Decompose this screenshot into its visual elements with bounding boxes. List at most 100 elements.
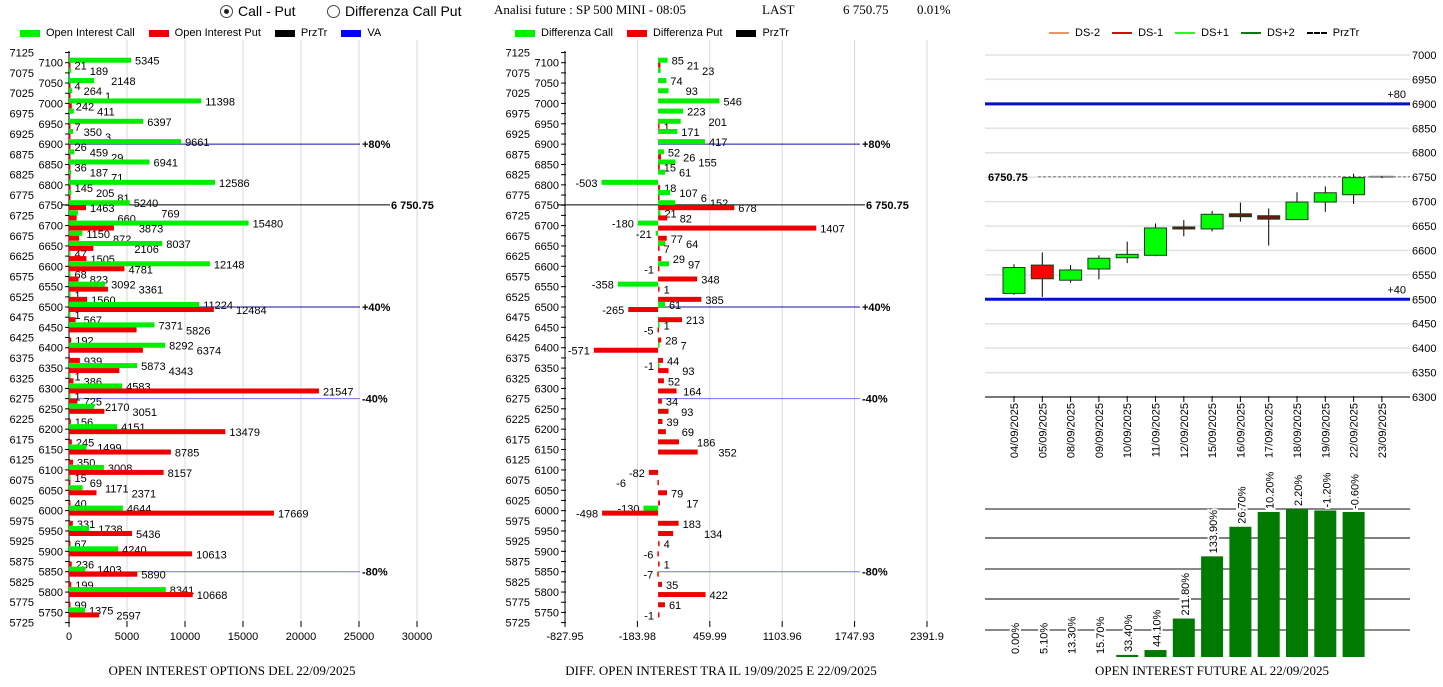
y-tick-label: 6850 [39,160,63,172]
y-tick-label: 6500 [535,302,559,314]
put-bar [69,571,138,577]
put-bar-label: 164 [683,386,701,398]
y-tick-label: 6000 [39,506,63,518]
call-bar-label: 1 [75,290,81,302]
x-tick-label: 2391.9 [910,631,944,643]
put-bar [69,184,71,190]
y-tick-label: 6400 [39,343,63,355]
y-tick-label: 7125 [506,48,530,60]
put-bar [658,123,660,129]
call-bar-label: 7 [680,341,686,353]
put-bar-label: -82 [629,468,645,480]
put-bar-label: 93 [681,407,693,419]
call-bar [658,128,678,134]
call-bar [658,118,681,124]
put-bar [69,592,193,598]
y-tick-label: 6950 [39,119,63,131]
put-bar-label: 7 [75,122,81,134]
call-bar-label: 264 [84,86,102,98]
call-bar-label: -1 [644,361,654,373]
call-bar [69,78,94,84]
future-oi-bar [1116,654,1139,657]
y-tick-label: 6600 [535,261,559,273]
call-bar-label: 223 [687,107,705,119]
y-tick-label: 6425 [506,333,530,345]
put-bar [593,347,659,353]
put-bar [658,245,660,251]
put-bar [69,378,74,384]
put-bar [69,62,71,68]
y-tick-label: 6700 [535,221,559,233]
put-bar [658,602,665,608]
call-bar-label: 61 [679,168,691,180]
put-bar [658,205,735,211]
y-tick-label: 6625 [10,251,34,263]
y-tick-label: 7075 [506,68,530,80]
ds+1-line [1175,32,1196,34]
call-bar-label: 5240 [134,198,158,210]
radio-call-put[interactable]: Call - Put [220,3,296,19]
future-oi-label: -0.60% [1350,474,1362,509]
call-swatch [515,29,535,37]
put-bar [69,500,71,506]
y-tick-label: 6500 [39,302,63,314]
call-bar [69,302,200,308]
date-label: 09/09/2025 [1094,403,1106,458]
put-bar [69,266,125,272]
put-bar-label: 186 [697,437,715,449]
y-tick-label: 6125 [506,455,530,467]
future-oi-label: 211.80% [1180,573,1192,616]
put-bar [657,551,659,557]
y-tick-label: 6250 [39,404,63,416]
call-bar [69,485,83,491]
y-tick-label: 6925 [506,129,530,141]
x-tick-label: 30000 [402,631,433,643]
date-label: 15/09/2025 [1207,403,1219,458]
call-bar-label: 12586 [219,178,250,190]
y-tick-label: 6900 [535,139,559,151]
y-tick-label: 5725 [10,618,34,630]
put-bar [658,561,660,567]
y-tick-label: 7050 [39,78,63,90]
put-bar [69,388,319,394]
y-tick-label: 5950 [535,526,559,538]
y-tick-label: 6275 [10,394,34,406]
put-bar-label: 213 [686,315,704,327]
call-bar-label: 85 [672,56,684,68]
put-bar [657,612,660,618]
level-label: +40% [362,302,391,314]
date-label: 19/09/2025 [1320,403,1332,458]
call-bar [658,342,660,348]
radio-differenza-call-put[interactable]: Differenza Call Put [327,3,461,19]
put-bar [658,368,669,374]
put-bar [658,184,661,190]
put-bar [658,490,667,496]
call-bar [69,312,71,318]
put-bar-label: 34 [666,397,678,409]
put-bar-label: -7 [644,570,654,582]
future-oi-label: 13.30% [1067,616,1079,654]
call-bar [69,210,78,216]
put-bar [69,225,114,231]
put-bar [658,317,683,323]
y-tick-label: 6175 [10,434,34,446]
last-change: 0.01% [917,2,951,17]
put-bar-label: 348 [701,274,719,286]
put-bar [658,62,661,68]
y-tick-label: 6550 [39,282,63,294]
call-bar [658,139,705,145]
candle-body [1228,213,1252,218]
put-bar-label: 2597 [116,610,140,622]
put-bar [658,225,817,231]
put-bar [628,307,659,313]
put-bar-label: 26 [75,142,87,154]
oi-future-title: OPEN INTEREST FUTURE AL 22/09/2025 [1094,663,1330,678]
y-tick-label: 6525 [10,292,34,304]
legend-label: Differenza Put [652,27,723,39]
put-bar [658,439,679,445]
call-bar-label: 1150 [86,229,110,241]
y-tick-label: 6800 [39,180,63,192]
call-bar-label: 74 [670,76,682,88]
put-bar [69,93,71,99]
put-bar-label: 26 [683,152,695,164]
